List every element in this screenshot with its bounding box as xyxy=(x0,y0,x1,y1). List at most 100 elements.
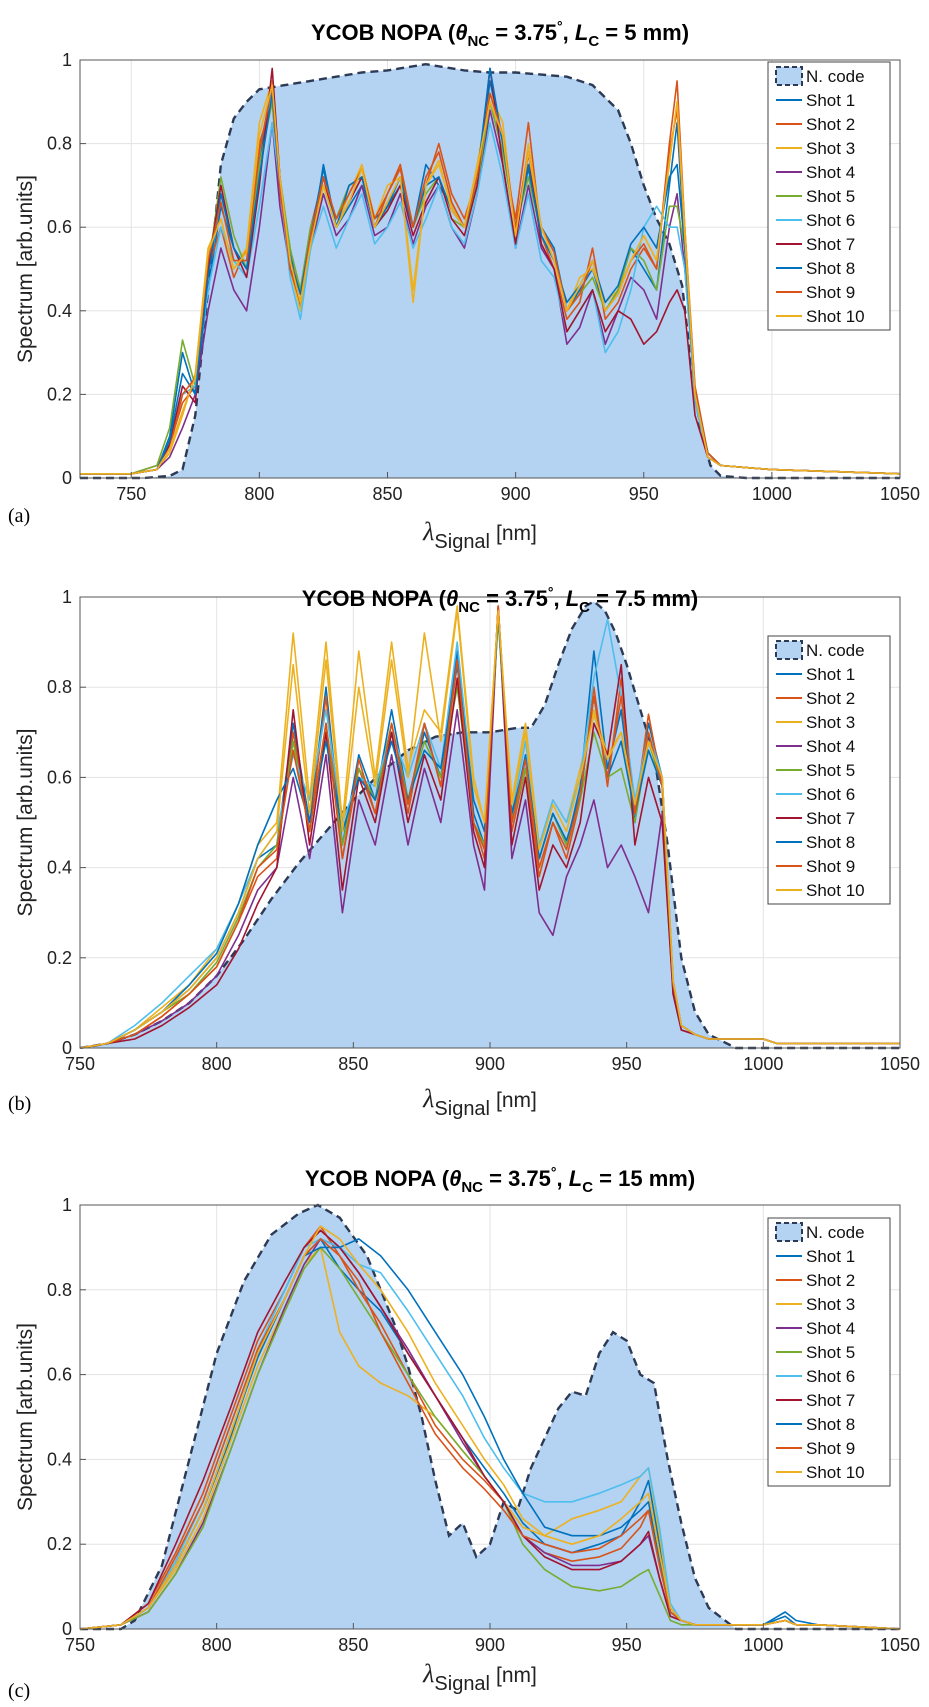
legend-label: Shot 1 xyxy=(806,91,855,110)
ncode-area xyxy=(80,601,900,1048)
x-tick-label: 800 xyxy=(244,484,274,504)
y-tick-label: 1 xyxy=(62,1195,72,1215)
series-line-shot-9 xyxy=(80,84,901,475)
legend-label: Shot 3 xyxy=(806,139,855,158)
y-tick-label: 1 xyxy=(62,50,72,70)
y-tick-label: 0.8 xyxy=(47,677,72,697)
legend-label: Shot 8 xyxy=(806,833,855,852)
chart-title: YCOB NOPA (θNC = 3.75°, LC = 7.5 mm) xyxy=(302,584,698,616)
legend-label: Shot 9 xyxy=(806,857,855,876)
ncode-line xyxy=(80,1203,900,1631)
legend: N. code Shot 1 Shot 2 Shot 3 Shot 4 Shot 5 Sho… xyxy=(767,1217,891,1487)
x-tick-label: 950 xyxy=(629,484,659,504)
chart-panel: 750 800 850 900 950 1000 1050 0 0.2 0.4 0.6 0.8 1 YCO… xyxy=(8,1164,920,1702)
ncode-line xyxy=(80,62,900,480)
legend-label: Shot 3 xyxy=(806,1295,855,1314)
legend-label: N. code xyxy=(806,67,865,86)
legend-label: Shot 7 xyxy=(806,1391,855,1410)
series-line-shot-10 xyxy=(79,609,900,1049)
x-tick-label: 750 xyxy=(65,1635,95,1655)
legend-label: Shot 10 xyxy=(806,307,865,326)
legend-label: Shot 1 xyxy=(806,665,855,684)
x-tick-label: 950 xyxy=(612,1054,642,1074)
legend-label: N. code xyxy=(806,1223,865,1242)
legend-label: Shot 10 xyxy=(806,1463,865,1482)
x-tick-label: 1050 xyxy=(880,484,920,504)
y-tick-label: 0.4 xyxy=(47,1449,72,1469)
chart-panel: 750 800 850 900 950 1000 1050 0 0.2 0.4 0.6 0.8 1 YCO… xyxy=(8,584,920,1120)
x-tick-label: 1000 xyxy=(752,484,792,504)
x-axis-label: λSignal [nm] xyxy=(422,1084,537,1120)
legend: N. code Shot 1 Shot 2 Shot 3 Shot 4 Shot 5 Sho… xyxy=(767,61,891,331)
x-tick-label: 850 xyxy=(338,1054,368,1074)
x-tick-label: 800 xyxy=(202,1054,232,1074)
y-tick-label: 1 xyxy=(62,587,72,607)
x-axis-label: λSignal [nm] xyxy=(422,1659,537,1695)
x-tick-label: 1000 xyxy=(743,1054,783,1074)
x-tick-label: 900 xyxy=(475,1054,505,1074)
series-line-shot-10 xyxy=(79,1225,901,1630)
x-tick-label: 900 xyxy=(501,484,531,504)
legend-label: Shot 4 xyxy=(806,737,855,756)
series-line-shot-6 xyxy=(80,121,901,475)
chart-title: YCOB NOPA (θNC = 3.75°, LC = 15 mm) xyxy=(305,1164,695,1196)
x-tick-label: 850 xyxy=(338,1635,368,1655)
legend-label: Shot 6 xyxy=(806,211,855,230)
legend-label: Shot 9 xyxy=(806,1439,855,1458)
legend-label: N. code xyxy=(806,641,865,660)
y-tick-label: 0 xyxy=(62,468,72,488)
series-line-shot-8 xyxy=(80,67,901,475)
panel-tag: (c) xyxy=(8,1680,30,1702)
legend-label: Shot 7 xyxy=(806,809,855,828)
legend-label: Shot 8 xyxy=(806,259,855,278)
panel-tag: (b) xyxy=(8,1093,31,1115)
y-tick-label: 0.4 xyxy=(47,301,72,321)
y-tick-label: 0 xyxy=(62,1619,72,1639)
y-axis-label: Spectrum [arb.units] xyxy=(14,175,37,363)
chart-panel: 750 800 850 900 950 1000 1050 0 0.2 0.4 0.6 0.8 1 YCO… xyxy=(8,18,920,553)
legend-swatch-ncode xyxy=(775,640,803,660)
x-tick-label: 800 xyxy=(202,1635,232,1655)
y-tick-label: 0.6 xyxy=(47,1365,72,1385)
legend-label: Shot 7 xyxy=(806,235,855,254)
series-line-shot-7 xyxy=(79,605,900,1049)
x-tick-label: 1050 xyxy=(880,1054,920,1074)
legend-label: Shot 2 xyxy=(806,1271,855,1290)
legend-label: Shot 1 xyxy=(806,1247,855,1266)
y-tick-label: 0.6 xyxy=(47,767,72,787)
legend-label: Shot 9 xyxy=(806,283,855,302)
x-tick-label: 750 xyxy=(116,484,146,504)
x-axis-label: λSignal [nm] xyxy=(422,517,537,553)
legend-label: Shot 5 xyxy=(806,761,855,780)
chart-title: YCOB NOPA (θNC = 3.75°, LC = 5 mm) xyxy=(311,18,689,50)
y-tick-label: 0.2 xyxy=(47,1534,72,1554)
y-tick-label: 0 xyxy=(62,1038,72,1058)
legend-label: Shot 5 xyxy=(806,187,855,206)
y-tick-label: 0.6 xyxy=(47,217,72,237)
x-tick-label: 750 xyxy=(65,1054,95,1074)
x-tick-label: 1050 xyxy=(880,1635,920,1655)
legend-label: Shot 3 xyxy=(806,713,855,732)
x-tick-label: 1000 xyxy=(743,1635,783,1655)
legend-swatch-ncode xyxy=(775,66,803,86)
x-tick-label: 850 xyxy=(372,484,402,504)
x-tick-label: 900 xyxy=(475,1635,505,1655)
legend: N. code Shot 1 Shot 2 Shot 3 Shot 4 Shot 5 Sho… xyxy=(767,635,891,905)
y-axis-label: Spectrum [arb.units] xyxy=(14,1323,37,1511)
axes-frame xyxy=(79,59,901,479)
legend-label: Shot 2 xyxy=(806,689,855,708)
y-tick-label: 0.2 xyxy=(47,948,72,968)
y-tick-label: 0.4 xyxy=(47,858,72,878)
legend-swatch-ncode xyxy=(775,1222,803,1242)
legend-box xyxy=(767,1217,891,1487)
y-tick-label: 0.8 xyxy=(47,1280,72,1300)
panel-tag: (a) xyxy=(8,505,30,527)
legend-label: Shot 10 xyxy=(806,881,865,900)
x-tick-label: 950 xyxy=(612,1635,642,1655)
legend-label: Shot 5 xyxy=(806,1343,855,1362)
legend-label: Shot 4 xyxy=(806,163,855,182)
legend-label: Shot 6 xyxy=(806,785,855,804)
y-tick-label: 0.2 xyxy=(47,384,72,404)
y-tick-label: 0.8 xyxy=(47,134,72,154)
